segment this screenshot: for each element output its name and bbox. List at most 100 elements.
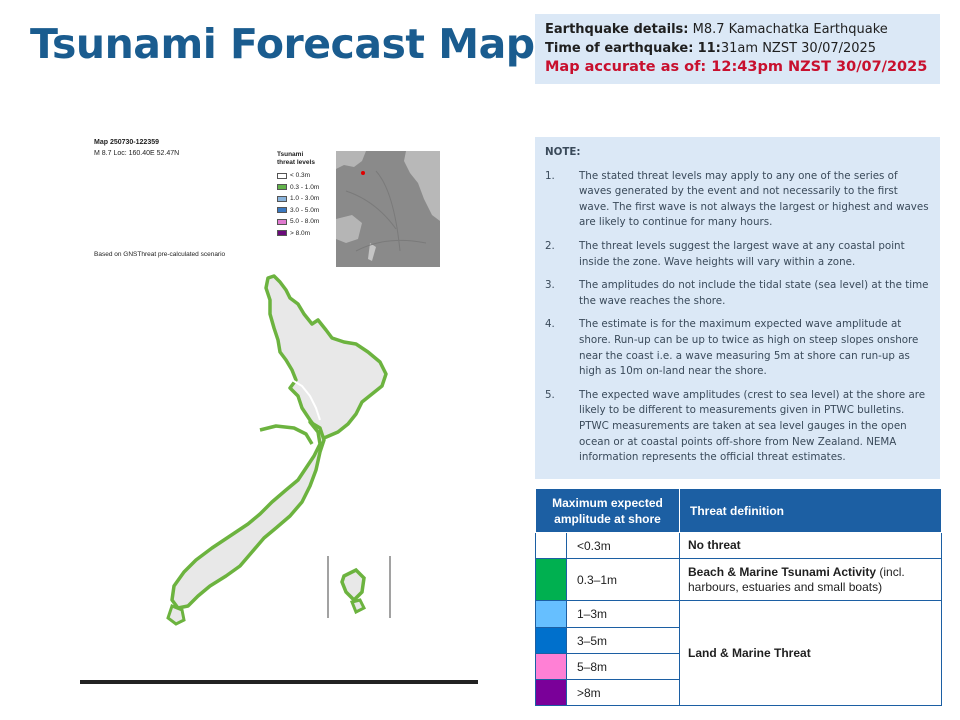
note-item: 1. The stated threat levels may apply to …: [545, 169, 930, 231]
map-legend-swatch: [277, 184, 287, 191]
threat-definition-header: Threat definition: [679, 488, 942, 533]
map-accurate-label: Map accurate as of:: [545, 59, 707, 75]
map-accurate-value: 12:43pm NZST 30/07/2025: [711, 59, 928, 75]
divider-line: [80, 680, 478, 684]
chatham-island: [340, 567, 366, 603]
epicenter-marker-icon: [361, 171, 365, 175]
note-text: The estimate is for the maximum expected…: [579, 318, 919, 378]
pitt-island: [349, 598, 367, 615]
map-legend-item: > 8.0m: [277, 228, 319, 240]
threat-definition: No threat: [679, 532, 942, 559]
map-legend-item: 1.0 - 3.0m: [277, 193, 319, 205]
threat-range: 1–3m: [566, 600, 680, 628]
threat-range: 0.3–1m: [566, 558, 680, 601]
note-number: 5.: [545, 388, 555, 401]
earthquake-details-line: Earthquake details: M8.7 Kamachatka Eart…: [545, 20, 930, 39]
map-legend-item: < 0.3m: [277, 170, 319, 182]
threat-color-swatch: [535, 600, 567, 628]
threat-range: <0.3m: [566, 532, 680, 559]
inset-asia-land: [336, 151, 366, 169]
forecast-map: Map 250730-122359 M 8.7 Loc: 160.40E 52.…: [80, 130, 480, 686]
map-id: Map 250730-122359: [94, 139, 159, 146]
new-zealand-map: [166, 274, 391, 626]
note-number: 2.: [545, 239, 555, 252]
earthquake-time-rest: 31am NZST 30/07/2025: [720, 41, 877, 56]
threat-color-swatch: [535, 558, 567, 601]
threat-definition-bold: Beach & Marine Tsunami Activity: [688, 564, 877, 579]
map-legend: Tsunami threat levels < 0.3m 0.3 - 1.0m …: [277, 151, 319, 239]
threat-range: 3–5m: [566, 627, 680, 654]
threat-definition: Beach & Marine Tsunami Activity (incl. h…: [679, 558, 942, 601]
notes-heading: NOTE:: [545, 146, 581, 158]
threat-definition-rest: (incl. harbours, estuaries and small boa…: [688, 564, 905, 594]
stewart-island: [166, 604, 186, 626]
threat-definition-bold: No threat: [688, 538, 741, 552]
threat-definition: Land & Marine Threat: [679, 600, 942, 706]
table-row: <0.3m No threat: [535, 532, 942, 559]
earthquake-time-label: Time of earthquake:: [545, 41, 694, 56]
threat-color-swatch: [535, 532, 567, 559]
note-text: The stated threat levels may apply to an…: [579, 169, 929, 229]
note-number: 3.: [545, 279, 555, 292]
map-header: Map 250730-122359 M 8.7 Loc: 160.40E 52.…: [94, 137, 179, 159]
map-legend-item: 5.0 - 8.0m: [277, 216, 319, 228]
map-legend-item: 0.3 - 1.0m: [277, 182, 319, 194]
map-accurate-line: Map accurate as of: 12:43pm NZST 30/07/2…: [545, 58, 930, 77]
table-row: 5–8m: [535, 653, 942, 680]
inset-australia-land: [336, 215, 362, 243]
table-row: 0.3–1m Beach & Marine Tsunami Activity (…: [535, 558, 942, 601]
table-row: 1–3m Land & Marine Threat: [535, 600, 942, 706]
map-legend-swatch: [277, 172, 287, 179]
threat-range: 5–8m: [566, 653, 680, 680]
note-number: 1.: [545, 169, 555, 182]
note-number: 4.: [545, 318, 555, 331]
map-legend-title-line: threat levels: [277, 159, 315, 166]
threat-color-swatch: [535, 679, 567, 706]
amplitude-header: Maximum expected amplitude at shore: [535, 488, 680, 533]
map-legend-title-line: Tsunami: [277, 151, 304, 158]
map-legend-label: 5.0 - 8.0m: [290, 218, 320, 226]
note-text: The threat levels suggest the largest wa…: [579, 239, 905, 268]
table-header-row: Maximum expected amplitude at shore Thre…: [535, 488, 942, 533]
map-legend-label: 0.3 - 1.0m: [290, 183, 320, 191]
south-island-coast: [170, 420, 326, 610]
threat-definition-table: Maximum expected amplitude at shore Thre…: [535, 488, 942, 706]
map-legend-title: Tsunami threat levels: [277, 151, 319, 167]
notes-list: 1. The stated threat levels may apply to …: [545, 169, 930, 466]
threat-definition-bold: Land & Marine Threat: [688, 645, 811, 660]
map-legend-item: 3.0 - 5.0m: [277, 205, 319, 217]
map-basis-note: Based on GNSThreat pre-calculated scenar…: [94, 251, 226, 258]
inset-bathymetry: [345, 170, 427, 252]
map-legend-label: 3.0 - 5.0m: [290, 206, 320, 214]
notes-panel: NOTE: 1. The stated threat levels may app…: [535, 137, 940, 479]
north-island-white-coast: [291, 379, 321, 421]
note-item: 5. The expected wave amplitudes (crest to…: [545, 388, 930, 466]
map-legend-label: 1.0 - 3.0m: [290, 195, 320, 203]
threat-range: >8m: [566, 679, 680, 706]
map-legend-swatch: [277, 218, 287, 225]
note-item: 2. The threat levels suggest the largest …: [545, 239, 930, 270]
inset-nz-land: [368, 243, 376, 261]
map-legend-label: > 8.0m: [290, 229, 311, 237]
table-row: >8m: [535, 679, 942, 706]
map-legend-swatch: [277, 207, 287, 214]
earthquake-time-hour: 11:: [697, 41, 721, 56]
page-title: Tsunami Forecast Map: [30, 20, 535, 68]
note-item: 4. The estimate is for the maximum expect…: [545, 317, 930, 379]
note-text: The amplitudes do not include the tidal …: [579, 279, 929, 307]
map-legend-label: < 0.3m: [290, 172, 311, 180]
south-island-north-coast: [259, 424, 314, 445]
north-island-coast: [264, 274, 388, 440]
pacific-inset-map: [336, 151, 440, 267]
map-legend-swatch: [277, 195, 287, 202]
map-legend-swatch: [277, 230, 287, 237]
earthquake-details-box: Earthquake details: M8.7 Kamachatka Eart…: [535, 14, 940, 84]
earthquake-details-value: M8.7 Kamachatka Earthquake: [692, 22, 888, 37]
threat-color-swatch: [535, 653, 567, 680]
map-location: M 8.7 Loc: 160.40E 52.47N: [94, 150, 180, 157]
earthquake-details-label: Earthquake details:: [545, 22, 689, 37]
note-item: 3. The amplitudes do not include the tida…: [545, 278, 930, 309]
inset-americas-land: [404, 151, 440, 221]
note-text: The expected wave amplitudes (crest to s…: [579, 388, 926, 464]
threat-color-swatch: [535, 627, 567, 654]
